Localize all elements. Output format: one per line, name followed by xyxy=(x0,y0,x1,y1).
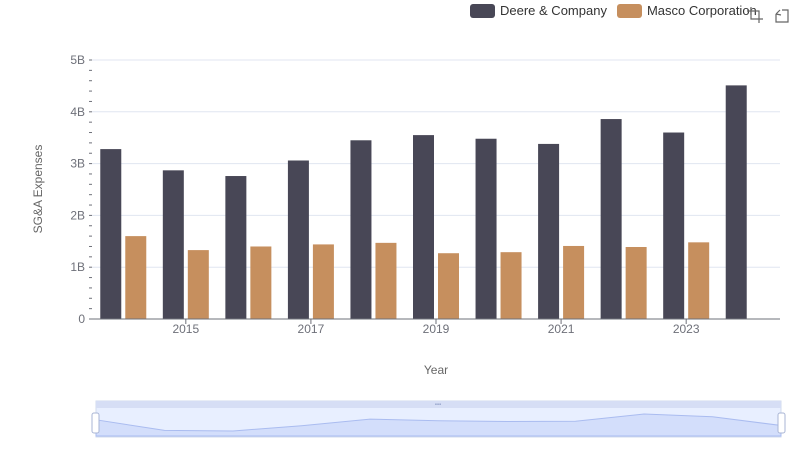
x-tick-label: 2015 xyxy=(172,322,199,336)
legend: Deere & Company Masco Corporation xyxy=(470,3,767,18)
zoom-handle-right[interactable] xyxy=(777,412,786,434)
data-zoom-slider[interactable]: ▪▪▪ xyxy=(91,400,786,438)
y-tick-label: 4B xyxy=(70,105,85,119)
legend-swatch xyxy=(616,3,642,18)
bar-deere-company-2022[interactable] xyxy=(600,119,622,319)
y-tick-label: 1B xyxy=(70,260,85,274)
y-tick-label: 5B xyxy=(70,53,85,67)
y-tick-label: 2B xyxy=(70,208,85,222)
x-axis-title: Year xyxy=(424,363,448,377)
bar-deere-company-2020[interactable] xyxy=(475,138,497,319)
x-tick-labels: 2015 2017 2019 2021 2023 xyxy=(172,319,700,336)
zoom-select-icon[interactable] xyxy=(746,6,764,24)
y-tick-labels: 0 1B 2B 3B 4B 5B xyxy=(70,53,85,326)
bar-masco-corporation-2015[interactable] xyxy=(187,250,209,319)
x-tick-label: 2021 xyxy=(548,322,575,336)
bar-masco-corporation-2017[interactable] xyxy=(312,244,334,319)
legend-label: Masco Corporation xyxy=(646,3,757,18)
y-tick-label: 3B xyxy=(70,157,85,171)
bar-masco-corporation-2023[interactable] xyxy=(688,242,710,319)
y-axis-title: SG&A Expenses xyxy=(31,145,45,234)
bar-masco-corporation-2020[interactable] xyxy=(500,252,522,319)
x-tick-label: 2023 xyxy=(673,322,700,336)
y-minor-ticks xyxy=(89,59,92,320)
bar-masco-corporation-2021[interactable] xyxy=(563,245,585,319)
bar-deere-company-2021[interactable] xyxy=(538,143,560,319)
bar-deere-company-2024[interactable] xyxy=(725,85,747,319)
zoom-preview-area xyxy=(95,413,782,437)
bar-deere-company-2015[interactable] xyxy=(162,170,184,319)
bar-masco-corporation-2014[interactable] xyxy=(125,236,147,319)
bar-deere-company-2019[interactable] xyxy=(413,135,434,319)
zoom-handle-left[interactable] xyxy=(91,412,100,434)
legend-item-deere[interactable]: Deere & Company xyxy=(470,3,607,18)
bar-deere-company-2018[interactable] xyxy=(350,140,372,319)
x-tick-label: 2019 xyxy=(423,322,450,336)
legend-item-masco[interactable]: Masco Corporation xyxy=(616,3,757,18)
bar-masco-corporation-2016[interactable] xyxy=(250,246,272,319)
bar-masco-corporation-2022[interactable] xyxy=(625,246,647,319)
y-tick-label: 0 xyxy=(78,312,85,326)
legend-swatch xyxy=(470,3,495,18)
bars xyxy=(100,85,747,319)
legend-label: Deere & Company xyxy=(500,3,607,18)
zoom-top-bar[interactable] xyxy=(96,401,781,408)
bar-masco-corporation-2019[interactable] xyxy=(438,253,459,319)
bar-masco-corporation-2018[interactable] xyxy=(375,242,397,319)
bar-deere-company-2014[interactable] xyxy=(100,149,122,319)
x-tick-label: 2017 xyxy=(298,322,325,336)
bar-deere-company-2023[interactable] xyxy=(663,132,685,319)
bar-deere-company-2017[interactable] xyxy=(287,160,309,319)
zoom-reset-icon[interactable] xyxy=(773,6,791,24)
zoom-grip-icon[interactable]: ▪▪▪ xyxy=(435,402,441,408)
bar-deere-company-2016[interactable] xyxy=(225,176,247,319)
